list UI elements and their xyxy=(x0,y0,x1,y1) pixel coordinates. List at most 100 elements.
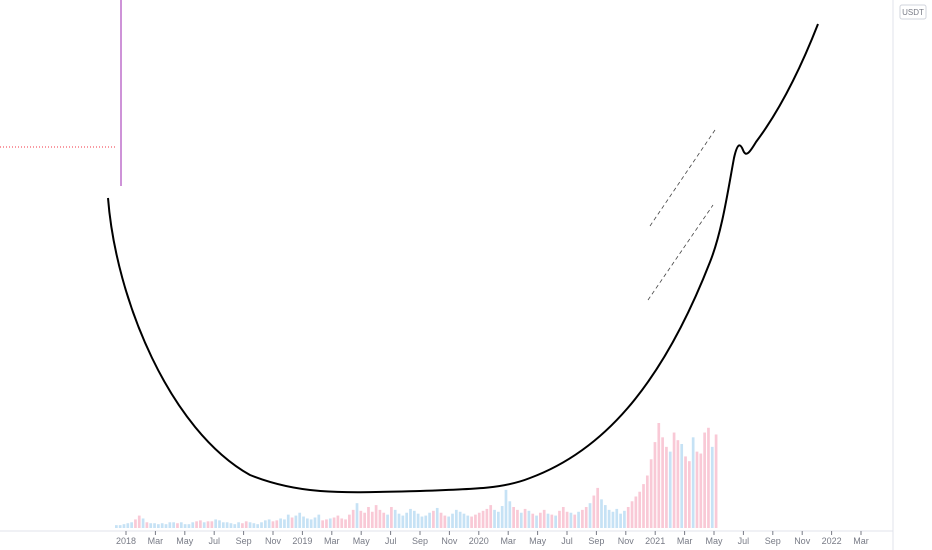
volume-bar xyxy=(550,514,554,528)
volume-bar xyxy=(286,514,290,528)
volume-bar xyxy=(577,511,580,528)
volume-bar xyxy=(676,440,680,528)
volume-bar xyxy=(134,519,137,528)
x-tick-label: Sep xyxy=(765,536,781,546)
volume-bar xyxy=(714,434,718,528)
volume-bar xyxy=(241,523,244,528)
volume-bar xyxy=(317,514,321,528)
x-tick-label: Jul xyxy=(738,536,750,546)
volume-bar xyxy=(508,501,512,528)
volume-bar xyxy=(623,510,626,528)
volume-bar xyxy=(435,507,439,528)
volume-bar xyxy=(588,503,592,528)
volume-bar xyxy=(485,508,489,528)
volume-bar xyxy=(504,489,508,528)
volume-bar xyxy=(493,509,496,528)
volume-bar xyxy=(214,519,218,528)
volume-bar xyxy=(474,514,477,528)
volume-bar xyxy=(118,525,122,528)
volume-bar xyxy=(554,515,557,528)
x-tick-label: Jul xyxy=(208,536,220,546)
volume-bar xyxy=(321,520,324,528)
volume-bar xyxy=(397,513,401,528)
volume-bar xyxy=(592,495,596,528)
volume-bar xyxy=(688,461,691,528)
volume-bar xyxy=(149,523,153,528)
volume-bar xyxy=(237,522,240,528)
volume-bar xyxy=(218,520,221,528)
drawings xyxy=(107,0,819,494)
volume-bar xyxy=(668,451,672,528)
volume-bar xyxy=(344,519,347,528)
volume-bar xyxy=(447,516,451,528)
volume-bar xyxy=(267,519,271,528)
volume-bar xyxy=(466,515,470,528)
volume-bar xyxy=(642,484,645,528)
volume-bar xyxy=(370,511,374,528)
volume-bar xyxy=(263,520,267,528)
volume-bar xyxy=(409,508,412,528)
volume-bar xyxy=(271,521,275,528)
x-tick-label: Nov xyxy=(618,536,635,546)
volume-bar xyxy=(481,510,485,528)
currency-label: USDT xyxy=(902,8,924,17)
volume-bar xyxy=(573,514,577,528)
currency-badge-frame xyxy=(899,4,927,20)
volume-bar xyxy=(699,453,703,528)
volume-bar xyxy=(600,499,603,528)
volume-bar xyxy=(348,514,351,528)
volume-bar xyxy=(206,521,210,528)
volume-bar xyxy=(141,518,145,528)
volume-bar xyxy=(451,513,454,528)
volume-bar xyxy=(531,513,535,528)
volume-bar xyxy=(596,487,600,528)
volume-bar xyxy=(665,446,668,528)
x-tick-label: Nov xyxy=(441,536,458,546)
volume-bar xyxy=(619,513,622,528)
volume-bar xyxy=(691,437,695,528)
volume-bar xyxy=(462,513,466,528)
x-tick-label: 2022 xyxy=(822,536,842,546)
volume-bar xyxy=(386,514,389,528)
volume-bar xyxy=(607,509,611,528)
volume-bar xyxy=(260,522,263,528)
volume-bar xyxy=(164,524,168,528)
volume-bar xyxy=(684,456,687,528)
volume-bar xyxy=(626,507,630,528)
x-tick-label: Sep xyxy=(588,536,604,546)
volume-bar xyxy=(565,511,569,528)
volume-bar xyxy=(382,512,386,528)
currency-badge[interactable]: USDT xyxy=(899,4,927,20)
volume-bar xyxy=(500,506,504,528)
volume-bar xyxy=(328,518,332,528)
volume-bar xyxy=(355,503,359,528)
x-tick-label: Jul xyxy=(385,536,397,546)
volume-bar xyxy=(283,519,286,528)
volume-bar xyxy=(458,511,462,528)
volume-bar xyxy=(443,515,447,528)
volume-bar xyxy=(378,509,382,528)
volume-bar xyxy=(336,515,340,528)
volume-bar xyxy=(428,512,431,528)
volume-bar xyxy=(145,522,149,528)
volume-bar xyxy=(707,427,710,528)
volume-bar xyxy=(611,511,615,528)
volume-bar xyxy=(275,520,279,528)
volume-bar xyxy=(424,515,428,528)
volume-bar xyxy=(229,523,233,528)
volume-bar xyxy=(210,521,214,528)
volume-bar xyxy=(680,444,684,528)
volume-bar xyxy=(420,516,424,528)
x-tick-label: Nov xyxy=(794,536,811,546)
volume-bar xyxy=(405,512,409,528)
x-tick-label: 2020 xyxy=(469,536,489,546)
x-tick-label: May xyxy=(705,536,723,546)
volume-bar xyxy=(516,509,519,528)
volume-bar xyxy=(519,512,523,528)
volume-bar xyxy=(649,459,653,528)
volume-bar xyxy=(325,519,328,528)
volume-bar xyxy=(306,518,309,528)
volume-bar xyxy=(695,451,699,528)
